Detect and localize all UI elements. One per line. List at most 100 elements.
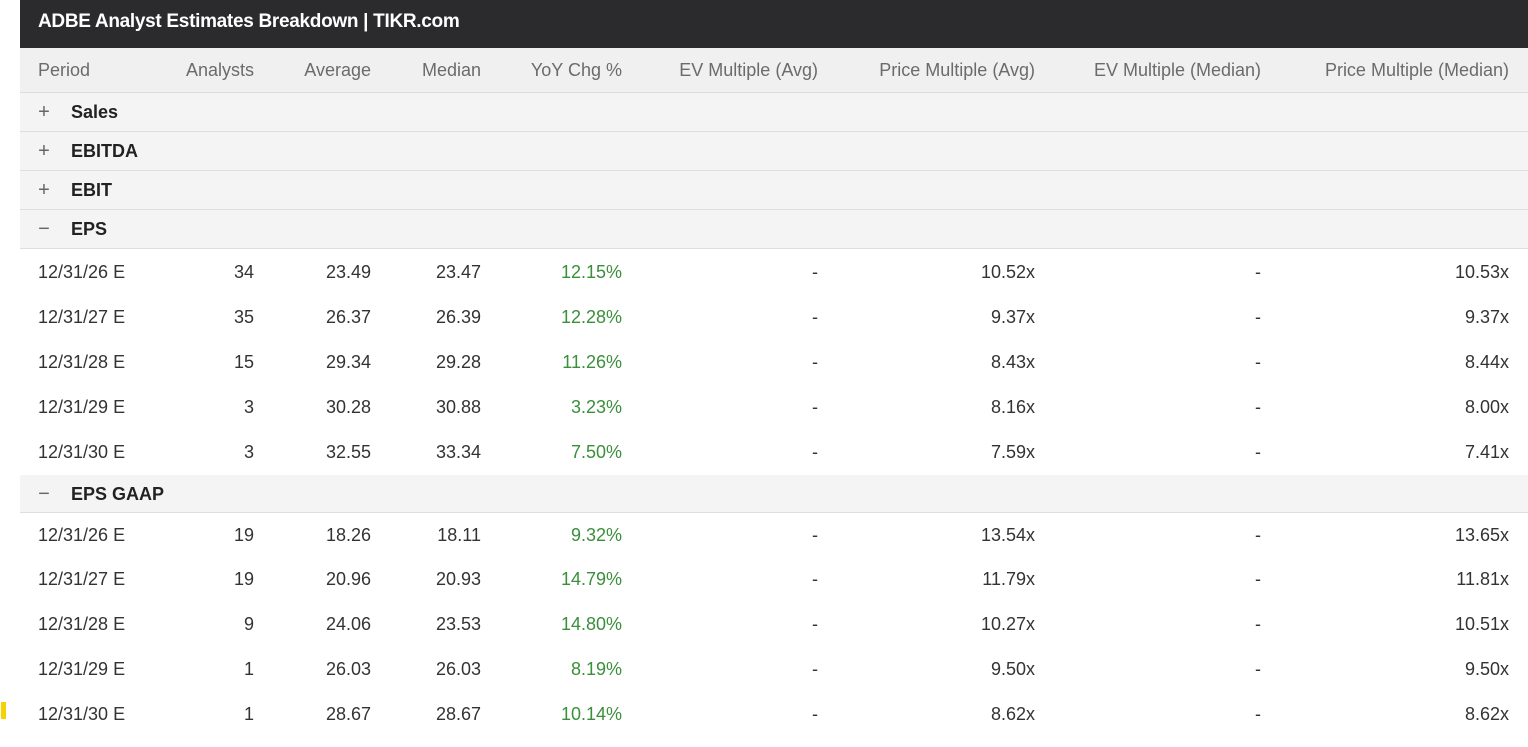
cell-price-multiple-median: 13.65x [1454,525,1509,545]
header-ev-multiple-median[interactable]: EV Multiple (Median) [1093,60,1261,80]
cell-period: 12/31/26 E [38,262,126,282]
table-row: 12/31/30 E 3 32.55 33.34 7.50% - 7.59x - 7.41x [20,430,1528,475]
cell-ev-multiple-median: - [1255,397,1261,417]
header-price-multiple-median[interactable]: Price Multiple (Median) [1324,60,1509,80]
cell-median: 28.67 [435,704,481,724]
header-average[interactable]: Average [304,60,371,80]
cell-price-multiple-avg: 10.52x [980,262,1035,282]
eps-gaap-rows: 12/31/26 E 19 18.26 18.11 9.32% -13.54x -13.65… [20,513,1528,737]
cell-average: 26.37 [325,307,371,327]
cell-price-multiple-median: 9.50x [1464,659,1509,679]
cell-yoy-chg: 12.28% [560,307,622,327]
cell-price-multiple-median: 10.51x [1454,614,1509,634]
cell-average: 28.67 [325,704,371,724]
header-period[interactable]: Period [38,60,91,80]
cell-price-multiple-median: 9.37x [1464,307,1509,327]
cell-price-multiple-avg: 8.43x [990,352,1035,372]
column-header-row: Period Analysts Average Median YoY Chg %… [20,48,1528,93]
expand-icon[interactable]: + [38,179,50,201]
section-label: Sales [71,102,119,122]
cell-price-multiple-avg: 7.59x [990,442,1035,462]
cell-average: 23.49 [325,262,371,282]
cell-ev-multiple-median: - [1255,659,1261,679]
cell-ev-multiple-median: - [1255,442,1261,462]
cell-period: 12/31/27 E [38,569,126,589]
cell-average: 29.34 [325,352,371,372]
section-eps-gaap[interactable]: − EPS GAAP [20,475,1528,513]
section-label: EPS [71,219,108,239]
cell-median: 26.39 [435,307,481,327]
cell-price-multiple-avg: 8.62x [990,704,1035,724]
cell-ev-multiple-median: - [1255,704,1261,724]
cell-period: 12/31/29 E [38,397,126,417]
cell-ev-multiple-median: - [1255,569,1261,589]
section-sales[interactable]: + Sales [20,93,1528,132]
section-label: EPS GAAP [71,484,165,504]
cell-average: 32.55 [325,442,371,462]
cell-ev-multiple-avg: - [812,352,818,372]
cell-average: 18.26 [325,525,371,545]
estimates-table-panel: ADBE Analyst Estimates Breakdown | TIKR.… [20,0,1528,747]
cell-analysts: 34 [233,262,254,282]
cell-period: 12/31/30 E [38,442,126,462]
cell-yoy-chg: 12.15% [560,262,622,282]
cell-period: 12/31/29 E [38,659,126,679]
cell-median: 29.28 [435,352,481,372]
cell-ev-multiple-avg: - [812,525,818,545]
cell-analysts: 35 [233,307,254,327]
cell-period: 12/31/26 E [38,525,126,545]
table-row: 12/31/30 E 1 28.67 28.67 10.14% - 8.62x - 8.62x [20,692,1528,737]
header-analysts[interactable]: Analysts [185,60,254,80]
cell-average: 30.28 [325,397,371,417]
cell-ev-multiple-avg: - [812,307,818,327]
cell-price-multiple-avg: 9.37x [990,307,1035,327]
highlight-marker [1,702,6,719]
cell-ev-multiple-avg: - [812,442,818,462]
header-ev-multiple-avg[interactable]: EV Multiple (Avg) [679,60,818,80]
cell-price-multiple-avg: 11.79x [982,569,1035,589]
cell-analysts: 15 [233,352,254,372]
cell-ev-multiple-avg: - [812,397,818,417]
cell-yoy-chg: 11.26% [562,352,622,372]
cell-price-multiple-median: 11.81x [1456,569,1509,589]
cell-price-multiple-avg: 9.50x [990,659,1035,679]
table-title: ADBE Analyst Estimates Breakdown | TIKR.… [20,0,1528,48]
cell-price-multiple-avg: 10.27x [980,614,1035,634]
cell-price-multiple-median: 10.53x [1454,262,1509,282]
section-label: EBIT [71,180,113,200]
header-median[interactable]: Median [421,60,481,80]
cell-ev-multiple-median: - [1255,352,1261,372]
cell-yoy-chg: 8.19% [570,659,622,679]
cell-average: 26.03 [325,659,371,679]
table-row: 12/31/27 E 19 20.96 20.93 14.79% - 11.79x - 11.8… [20,557,1528,602]
cell-period: 12/31/28 E [38,352,126,372]
table-row: 12/31/27 E 35 26.37 26.39 12.28% - 9.37x - 9.37x [20,295,1528,340]
cell-ev-multiple-median: - [1255,307,1261,327]
cell-median: 30.88 [435,397,481,417]
expand-icon[interactable]: + [38,101,50,123]
section-ebit[interactable]: + EBIT [20,171,1528,210]
section-label: EBITDA [71,141,138,161]
table-row: 12/31/26 E 34 23.49 23.47 12.15% - 10.52x - 10.5… [20,249,1528,295]
cell-price-multiple-avg: 8.16x [990,397,1035,417]
table-row: 12/31/29 E 3 30.28 30.88 3.23% - 8.16x - 8.00x [20,385,1528,430]
collapse-icon[interactable]: − [38,483,50,505]
cell-analysts: 1 [243,704,254,724]
cell-analysts: 3 [243,397,254,417]
cell-ev-multiple-avg: - [812,262,818,282]
header-price-multiple-avg[interactable]: Price Multiple (Avg) [879,60,1035,80]
section-eps[interactable]: − EPS [20,210,1528,249]
cell-yoy-chg: 10.14% [560,704,622,724]
cell-price-multiple-median: 8.62x [1464,704,1509,724]
collapse-icon[interactable]: − [38,218,50,240]
cell-median: 23.47 [435,262,481,282]
header-yoy-chg[interactable]: YoY Chg % [530,60,622,80]
table-row: 12/31/26 E 19 18.26 18.11 9.32% - 13.54x - 13.65… [20,513,1528,557]
cell-ev-multiple-avg: - [812,704,818,724]
eps-rows: 12/31/26 E 34 23.49 23.47 12.15% - 10.52x - 10.5… [20,249,1528,475]
cell-yoy-chg: 9.32% [570,525,622,545]
cell-analysts: 19 [233,525,254,545]
cell-analysts: 1 [243,659,254,679]
section-ebitda[interactable]: + EBITDA [20,132,1528,171]
expand-icon[interactable]: + [38,140,50,162]
